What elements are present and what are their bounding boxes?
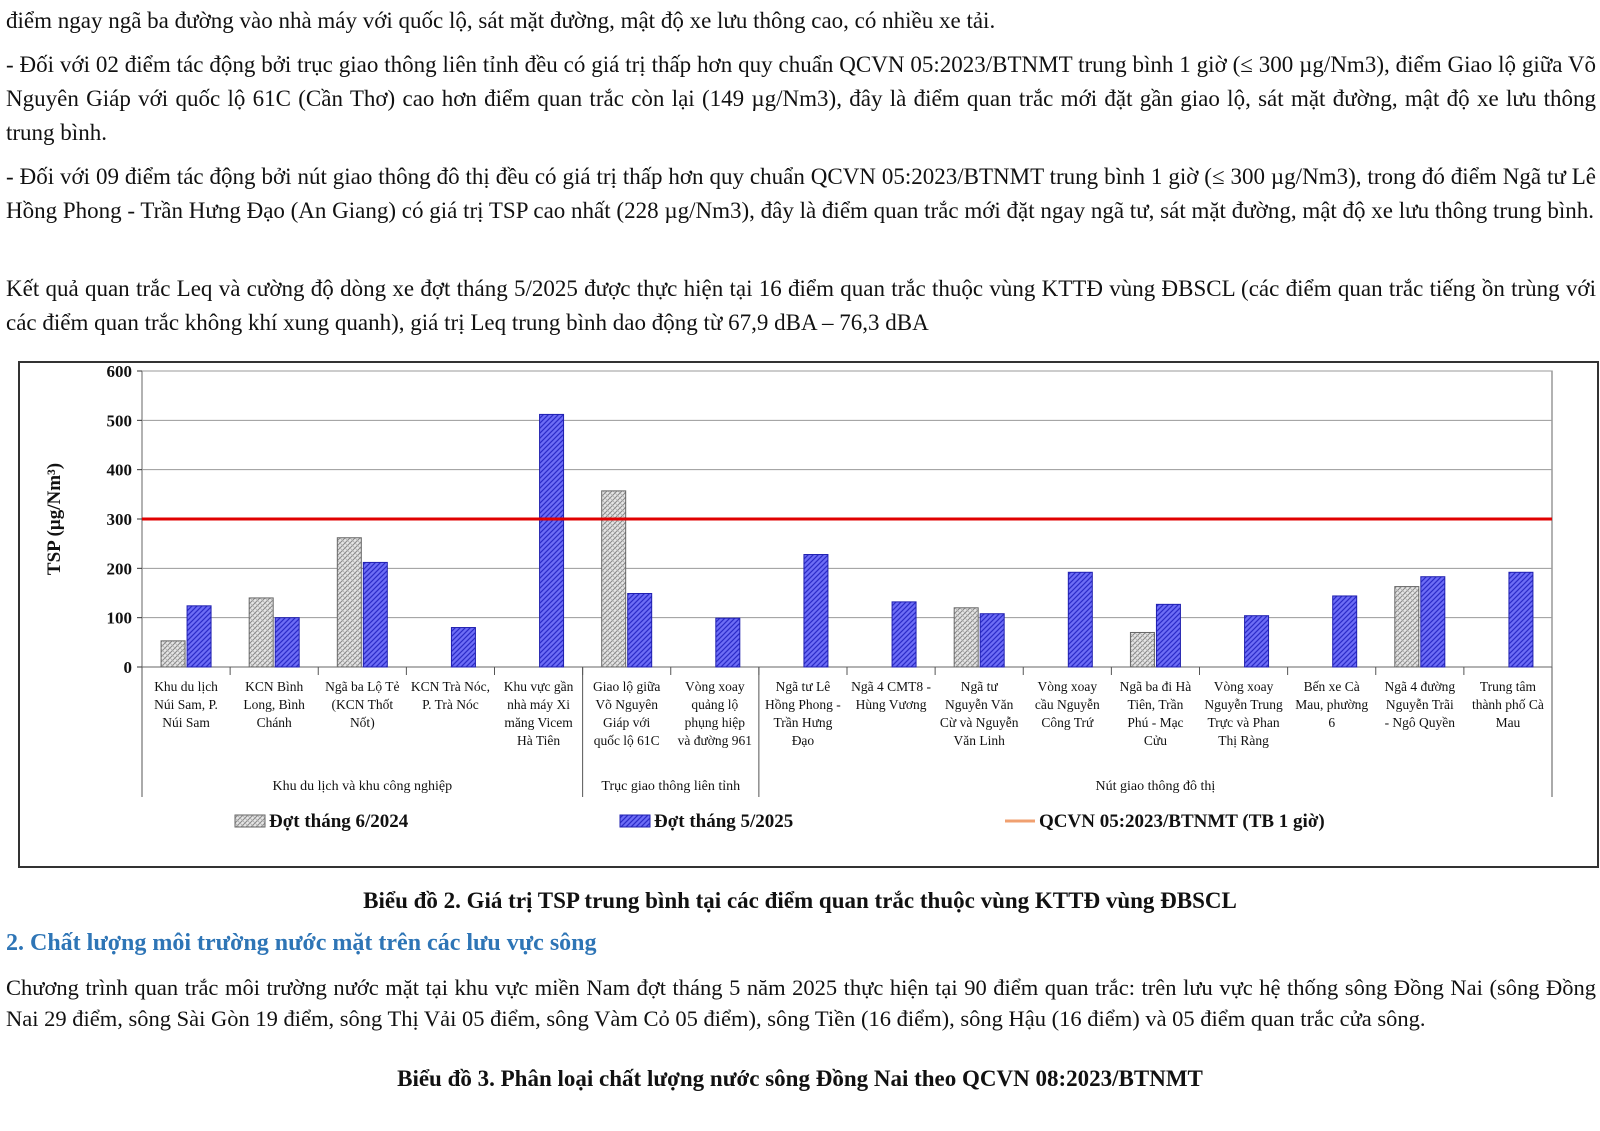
bar-2025 bbox=[715, 617, 741, 668]
x-category-label: Bến xe Cà Mau, phường 6 bbox=[1295, 679, 1368, 730]
bar-2025 bbox=[803, 554, 829, 668]
y-tick-label: 100 bbox=[107, 609, 133, 628]
bar-2025 bbox=[1067, 571, 1093, 668]
x-category-label: Giao lộ giữa Võ Nguyên Giáp với quốc lộ 61C bbox=[593, 679, 660, 748]
legend-swatch bbox=[619, 814, 651, 828]
y-tick-label: 600 bbox=[107, 363, 133, 381]
bar-2024 bbox=[1129, 631, 1155, 668]
x-category-label: Khu vực gần nhà máy Xi măng Vicem Hà Tiên bbox=[504, 679, 574, 748]
x-category-label: KCN Bình Long, Bình Chánh bbox=[243, 679, 305, 730]
chart-svg: 0 100 200 300 400 500 600 TSP (µg/Nm³) Khu du l… bbox=[44, 362, 1553, 832]
bar-2024 bbox=[1394, 586, 1420, 668]
group-label: Trục giao thông liên tỉnh bbox=[601, 779, 740, 794]
legend-qcvn: QCVN 05:2023/BTNMT (TB 1 giờ) bbox=[1039, 811, 1325, 832]
bar-2025 bbox=[450, 627, 476, 668]
bar-2025 bbox=[891, 601, 917, 668]
y-tick-label: 400 bbox=[107, 461, 133, 480]
paragraph-3: - Đối với 09 điểm tác động bởi nút giao … bbox=[6, 164, 1596, 223]
x-category-label: Ngã tư Lê Hồng Phong -Trần Hưng Đạo bbox=[765, 679, 841, 748]
paragraph-2: - Đối với 02 điểm tác động bởi trục giao… bbox=[6, 52, 1596, 145]
tsp-bar-chart: 0 100 200 300 400 500 600 TSP (µg/Nm³) Khu du l… bbox=[18, 361, 1599, 868]
x-category-label: Vòng xoay cầu Nguyễn Công Trứ bbox=[1035, 679, 1100, 730]
bar-2025 bbox=[1420, 576, 1446, 668]
bar-2025 bbox=[1155, 603, 1181, 668]
y-tick-label: 200 bbox=[107, 559, 133, 578]
bar-2024 bbox=[248, 597, 274, 668]
x-category-label: Trung tâm thành phố Cà Mau bbox=[1472, 679, 1544, 730]
bar-2025 bbox=[979, 613, 1005, 668]
legend-2025: Đợt tháng 5/2025 bbox=[654, 811, 793, 832]
bar-2024 bbox=[336, 537, 362, 668]
x-category-label: Ngã ba Lộ Tẻ (KCN Thốt Nốt) bbox=[325, 679, 399, 730]
paragraph-5: Chương trình quan trắc môi trường nước m… bbox=[6, 975, 1596, 1031]
paragraph-1: điểm ngay ngã ba đường vào nhà máy với q… bbox=[6, 8, 996, 33]
section-heading: 2. Chất lượng môi trường nước mặt trên c… bbox=[6, 930, 597, 956]
x-category-label: Ngã tư Nguyễn Văn Cừ và Nguyễn Văn Linh bbox=[940, 679, 1019, 748]
group-label: Nút giao thông đô thị bbox=[1096, 779, 1216, 794]
bar-2025 bbox=[186, 605, 212, 668]
bar-2025 bbox=[1508, 571, 1534, 668]
bar-2025 bbox=[1244, 615, 1270, 668]
y-tick-label: 500 bbox=[107, 411, 133, 430]
x-category-label: Vòng xoay quảng lộ phụng hiệp và đường 961 bbox=[678, 679, 752, 748]
x-category-label: Ngã 4 đường Nguyễn Trãi - Ngô Quyền bbox=[1384, 679, 1455, 730]
group-label: Khu du lịch và khu công nghiệp bbox=[272, 779, 452, 794]
bar-2025 bbox=[627, 592, 653, 668]
legend-2024: Đợt tháng 6/2024 bbox=[269, 811, 409, 832]
y-tick-label: 0 bbox=[124, 658, 133, 677]
y-axis-label: TSP (µg/Nm³) bbox=[44, 463, 65, 575]
bar-2024 bbox=[160, 640, 186, 668]
bar-2025 bbox=[362, 561, 388, 668]
bar-2024 bbox=[953, 607, 979, 668]
paragraph-4: Kết quả quan trắc Leq và cường độ dòng x… bbox=[6, 276, 1596, 335]
x-category-label: Vòng xoay Nguyễn Trung Trực và Phan Thị Ràn… bbox=[1204, 679, 1283, 748]
x-category-label: KCN Trà Nóc, P. Trà Nóc bbox=[411, 679, 490, 712]
chart-3-caption: Biểu đồ 3. Phân loại chất lượng nước sôn… bbox=[397, 1066, 1203, 1091]
x-category-label: Ngã 4 CMT8 -Hùng Vương bbox=[851, 679, 931, 712]
y-tick-label: 300 bbox=[107, 510, 133, 529]
bar-2025 bbox=[1332, 595, 1358, 668]
bar-2025 bbox=[539, 413, 565, 668]
bar-2024 bbox=[601, 490, 627, 668]
x-category-label: Ngã ba đi Hà Tiên, Trần Phú - Mạc Cửu bbox=[1120, 679, 1192, 748]
x-category-label: Khu du lịch Núi Sam, P. Núi Sam bbox=[154, 679, 218, 730]
legend-swatch bbox=[234, 814, 266, 828]
chart-2-caption: Biểu đồ 2. Giá trị TSP trung bình tại cá… bbox=[363, 888, 1237, 913]
bar-2025 bbox=[274, 617, 300, 668]
